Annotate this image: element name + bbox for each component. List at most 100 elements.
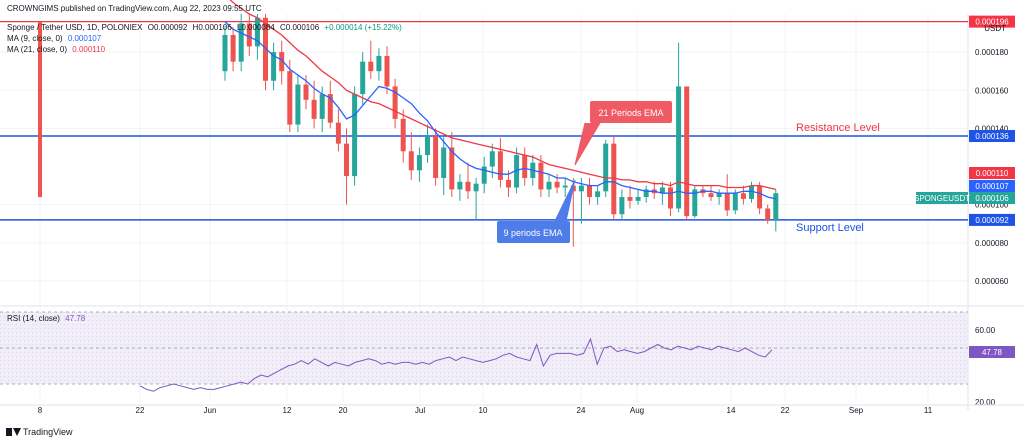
candle (749, 185, 754, 199)
candle (327, 94, 333, 123)
rsi-pane (0, 311, 968, 392)
candle (433, 136, 439, 178)
candle (246, 23, 252, 47)
time-tick-label: Aug (630, 406, 644, 415)
candle (732, 193, 738, 211)
ema21-callout-box (590, 101, 672, 123)
ma9-line (224, 21, 776, 200)
tradingview-brand[interactable]: TradingView (6, 427, 73, 437)
candle (497, 151, 503, 180)
candle (692, 189, 698, 217)
candle (506, 179, 511, 188)
rsi-legend[interactable]: RSI (14, close) 47.78 (7, 314, 88, 323)
candle (578, 185, 584, 192)
candle (740, 193, 746, 199)
badge-resistance-bg (969, 130, 1015, 143)
candle (376, 55, 382, 72)
badge-top-line: 0.000196 (975, 18, 1009, 27)
price-tick-label: 0.000060 (975, 277, 1009, 286)
candle (400, 118, 406, 152)
candle (473, 183, 479, 192)
price-tick-label: 0.000160 (975, 86, 1009, 95)
time-axis[interactable]: 8 22 Jun 12 20 Jul 10 24 Aug 14 22 Sep 11 (0, 404, 1024, 415)
time-tick-label: 12 (283, 406, 292, 415)
time-tick-label: Sep (849, 406, 864, 415)
rsi-value: 47.78 (65, 314, 86, 323)
brand-text: TradingView (23, 427, 73, 437)
candle (279, 52, 285, 72)
badge-resistance: 0.000136 (975, 132, 1009, 141)
price-levels (0, 21, 968, 221)
candle (392, 86, 398, 119)
time-tick-label: 8 (38, 406, 43, 415)
ema9-callout-text: 9 periods EMA (503, 228, 562, 238)
ma21-legend[interactable]: MA (21, close, 0) 0.000110 (7, 45, 108, 54)
candle (514, 155, 520, 188)
time-tick-label: 24 (577, 406, 586, 415)
ma21-line (229, 0, 776, 191)
candles (38, 14, 779, 247)
time-tick-label: 10 (479, 406, 488, 415)
candle (254, 17, 260, 47)
ma21-value: 0.000110 (72, 45, 106, 54)
badge-ma9: 0.000107 (975, 182, 1009, 191)
time-tick-label: Jul (415, 406, 425, 415)
ma9-legend[interactable]: MA (9, close, 0) 0.000107 (7, 34, 104, 43)
symbol-name[interactable]: Sponge / Tether USD, 1D, POLONIEX (7, 23, 143, 32)
ohlc-open: O0.000092 (147, 23, 188, 32)
time-tick-label: 14 (727, 406, 736, 415)
candle (546, 181, 552, 190)
ema21-callout-text: 21 Periods EMA (598, 108, 663, 118)
rsi-label: RSI (14, close) (7, 314, 60, 323)
badge-symbol: SPONGEUSDT (914, 194, 970, 203)
candle (643, 189, 649, 198)
candle (554, 181, 560, 188)
candle (481, 166, 487, 184)
badge-symbol-bg (916, 192, 968, 204)
time-tick-label: 22 (781, 406, 790, 415)
candle (360, 61, 366, 95)
badge-support-bg (969, 213, 1015, 226)
moving-averages (224, 0, 776, 200)
candle (449, 147, 455, 190)
candle (716, 193, 722, 198)
candle (303, 84, 309, 100)
time-tick-label: Jun (204, 406, 217, 415)
annotations: Resistance Level Support Level 21 Periods … (497, 101, 880, 243)
currency-label[interactable]: USDT (984, 24, 1006, 33)
candle (619, 197, 625, 215)
candle (465, 181, 471, 192)
time-tick-label: 20 (339, 406, 348, 415)
candle (611, 143, 617, 215)
candle (676, 86, 682, 209)
candle (441, 147, 447, 178)
price-badges: 0.000196 0.000136 0.000110 0.000107 0.000106… (914, 15, 1015, 358)
badge-ma21-bg (969, 167, 1015, 179)
time-tick-label: 11 (924, 406, 933, 415)
candle (489, 151, 495, 167)
ma9-label: MA (9, close, 0) (7, 34, 63, 43)
ohlc-close: C0.000106 (280, 23, 320, 32)
candle (319, 94, 325, 119)
price-tick-label: 0.000100 (975, 201, 1009, 210)
rsi-tick-label: 20.00 (975, 398, 996, 407)
rsi-line (139, 337, 773, 392)
candle-first (38, 21, 42, 198)
candle (627, 197, 633, 201)
candle (659, 187, 665, 194)
candle (222, 34, 228, 72)
candle (295, 84, 301, 125)
price-tick-label: 0.000080 (975, 239, 1009, 248)
ohlc-change: +0.000014 (+15.22%) (324, 23, 402, 32)
candle (408, 151, 414, 171)
price-axis[interactable]: 0.000180 0.000160 0.000140 0.000100 0.000080… (975, 48, 1009, 407)
price-tick-label: 0.000180 (975, 48, 1009, 57)
candle (708, 193, 714, 198)
candle (384, 55, 390, 87)
badge-price: 0.000106 (975, 194, 1009, 203)
tradingview-logo-icon (6, 428, 21, 436)
ohlc-low: L0.000084 (236, 23, 275, 32)
ema9-callout-arrow (554, 179, 576, 222)
symbol-ohlc-line: Sponge / Tether USD, 1D, POLONIEX O0.000… (7, 23, 405, 32)
